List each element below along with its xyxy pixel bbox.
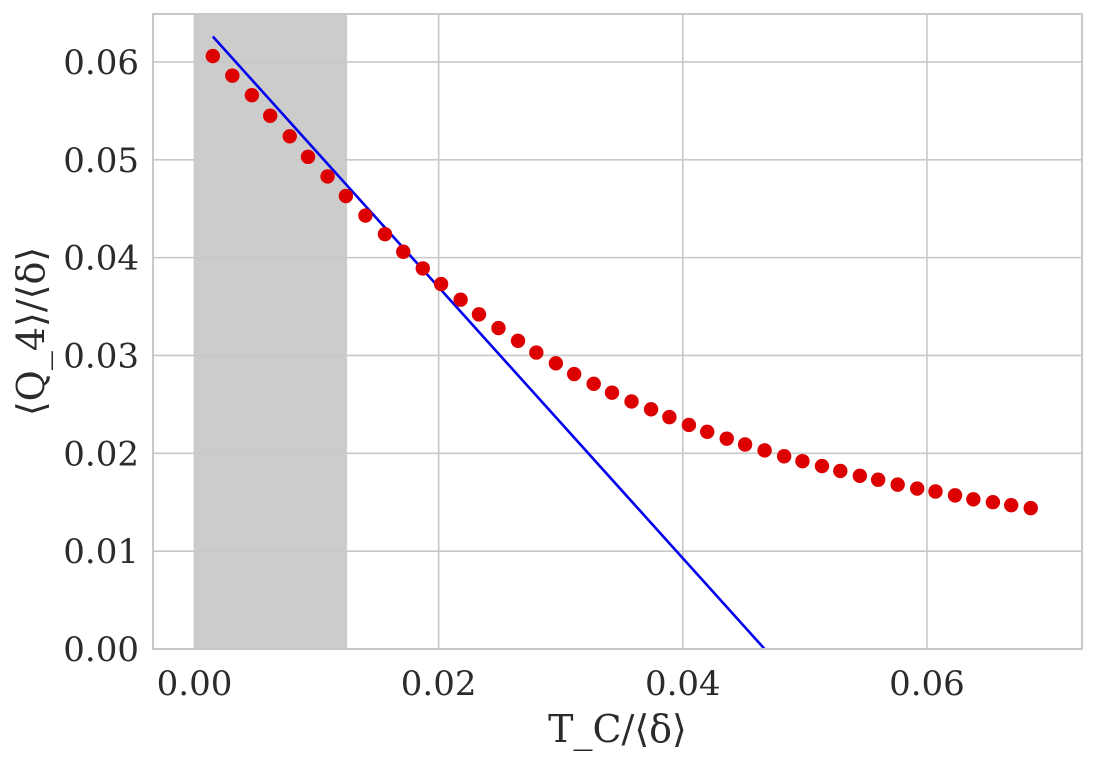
- data-point-9: [377, 226, 393, 242]
- y-tick-label-3: 0.03: [63, 336, 139, 376]
- data-point-43: [1023, 500, 1038, 516]
- data-point-8: [358, 208, 373, 223]
- x-tick-label-1: 0.02: [401, 664, 477, 704]
- plot-frame: [152, 13, 1083, 650]
- x-tick-label-3: 0.06: [889, 664, 965, 704]
- y-axis-title: ⟨Q_4⟩/⟨δ⟩: [9, 247, 54, 416]
- data-point-33: [833, 463, 848, 479]
- x-tick-labels: 0.00 0.02 0.04 0.06: [157, 664, 965, 704]
- x-tick-label-0: 0.00: [157, 664, 233, 704]
- data-point-38: [928, 484, 943, 499]
- data-point-42: [1003, 497, 1019, 513]
- data-point-40: [966, 492, 981, 507]
- data-point-21: [604, 385, 620, 400]
- y-tick-label-0: 0.00: [63, 630, 139, 670]
- data-point-22: [624, 394, 639, 409]
- data-point-31: [795, 453, 810, 469]
- data-point-27: [719, 431, 734, 446]
- data-points-layer: [205, 48, 1038, 516]
- data-point-35: [870, 472, 886, 487]
- data-point-11: [415, 261, 430, 276]
- grid-layer: [153, 14, 1082, 650]
- data-point-18: [548, 356, 564, 371]
- data-point-3: [262, 108, 278, 123]
- y-tick-labels: 0.00 0.01 0.02 0.03 0.04 0.05 0.06: [63, 43, 139, 670]
- data-point-24: [662, 409, 677, 425]
- data-point-25: [681, 417, 697, 433]
- data-point-7: [338, 188, 354, 204]
- fit-line-layer: [211, 35, 766, 650]
- data-point-6: [320, 169, 335, 184]
- data-point-20: [586, 376, 601, 392]
- data-point-36: [890, 477, 905, 492]
- y-tick-label-5: 0.05: [63, 141, 139, 181]
- data-point-1: [225, 68, 240, 83]
- data-point-13: [453, 292, 468, 307]
- data-point-10: [396, 244, 411, 259]
- data-point-15: [491, 320, 506, 336]
- y-tick-label-2: 0.02: [63, 434, 139, 474]
- data-point-12: [433, 276, 449, 292]
- data-point-23: [643, 402, 659, 417]
- data-point-14: [471, 307, 487, 322]
- data-point-4: [282, 129, 297, 144]
- data-point-32: [814, 458, 830, 474]
- data-point-30: [776, 449, 792, 464]
- y-tick-label-6: 0.06: [63, 43, 139, 83]
- data-point-28: [737, 437, 753, 452]
- data-point-39: [947, 488, 963, 503]
- data-point-37: [909, 481, 925, 496]
- data-point-17: [529, 345, 544, 360]
- data-point-19: [566, 366, 582, 382]
- data-point-41: [985, 495, 1001, 510]
- data-point-16: [510, 333, 526, 348]
- x-tick-label-2: 0.04: [645, 664, 721, 704]
- y-tick-label-4: 0.04: [63, 239, 139, 279]
- data-point-2: [244, 88, 260, 103]
- data-point-34: [852, 468, 868, 484]
- fit-line: [211, 35, 766, 650]
- data-point-26: [700, 424, 715, 439]
- data-point-5: [300, 149, 316, 165]
- x-axis-title: T_C/⟨δ⟩: [548, 707, 687, 752]
- y-tick-label-1: 0.01: [63, 532, 139, 572]
- data-point-0: [205, 48, 221, 64]
- data-point-29: [757, 443, 772, 458]
